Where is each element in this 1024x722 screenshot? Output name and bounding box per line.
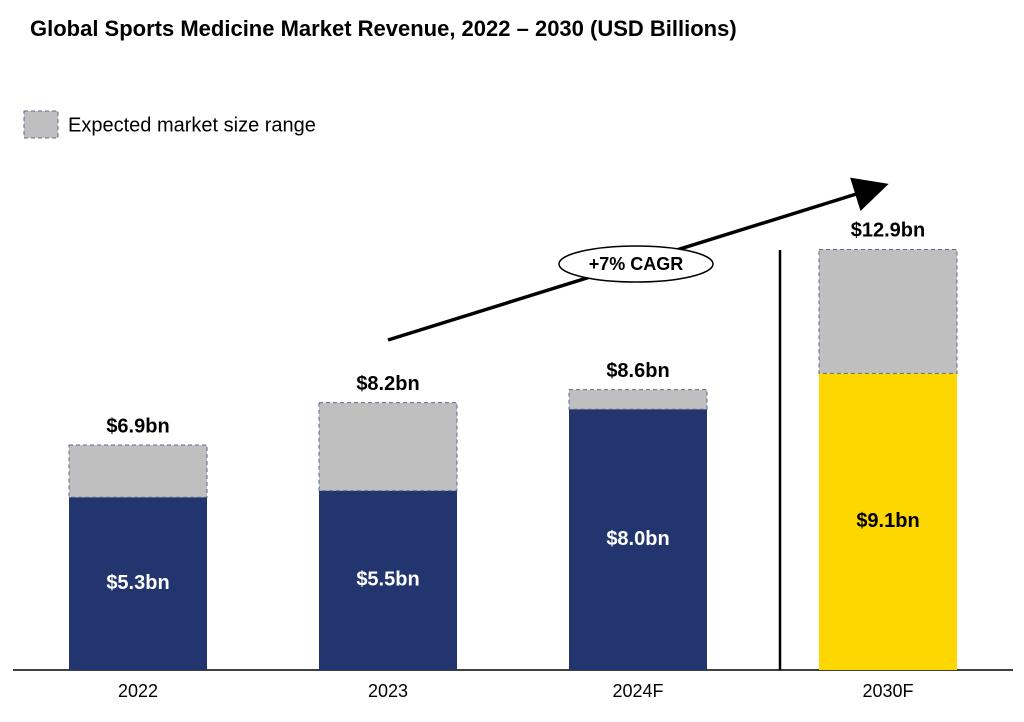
x-tick-label: 2023 <box>368 681 408 701</box>
legend-swatch <box>23 110 59 139</box>
cagr-label: +7% CAGR <box>589 254 684 274</box>
chart-title: Global Sports Medicine Market Revenue, 2… <box>30 16 737 41</box>
bar-base <box>319 490 457 670</box>
bar-range <box>68 444 208 498</box>
bar-value-label: $8.0bn <box>606 528 669 550</box>
legend-label: Expected market size range <box>68 114 316 136</box>
bar-value-label: $5.3bn <box>106 572 169 594</box>
bar-base <box>69 497 207 670</box>
cagr-badge <box>558 245 714 283</box>
total-label: $8.6bn <box>606 360 669 382</box>
x-tick-label: 2030F <box>862 681 913 701</box>
total-label: $6.9bn <box>106 415 169 437</box>
bar-base <box>819 373 957 670</box>
bar-value-label: $9.1bn <box>856 510 919 532</box>
bar-range <box>818 248 958 374</box>
total-label: $8.2bn <box>356 373 419 395</box>
bar-range <box>568 389 708 410</box>
x-tick-label: 2022 <box>118 681 158 701</box>
bar-value-label: $5.5bn <box>356 569 419 591</box>
bar-base <box>569 409 707 670</box>
x-tick-label: 2024F <box>612 681 663 701</box>
bar-range <box>318 402 458 492</box>
total-label: $12.9bn <box>851 220 925 242</box>
